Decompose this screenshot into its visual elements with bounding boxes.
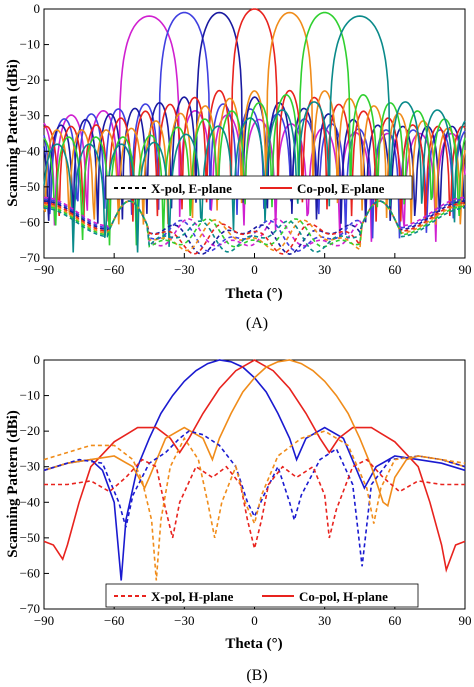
panel-b-y-tick-label: −50 xyxy=(20,530,40,545)
panel-b-y-tick-label: 0 xyxy=(34,352,41,367)
panel-b-y-tick-label: −40 xyxy=(20,494,40,509)
panel-b-legend: X-pol, H-plane Co-pol, H-plane xyxy=(105,583,419,608)
panel-b-y-tick-label: −70 xyxy=(20,601,40,616)
panel-a-x-tick-label: 60 xyxy=(388,262,401,277)
panel-b-chart: 0−10−20−30−40−50−60−70 −90 −60 −30 0 30 60 90 … xyxy=(5,352,472,684)
panel-b-xpol-series-1 xyxy=(43,430,466,567)
panel-a-xpol-beam-7 xyxy=(43,200,466,253)
panel-a-x-tick-label: −90 xyxy=(34,262,54,277)
panel-a-copol-beam-7 xyxy=(43,15,466,253)
panel-a-y-tick-label: −40 xyxy=(20,143,40,158)
panel-b-x-tick-label: 60 xyxy=(388,613,401,628)
panel-a-x-tick-label: 0 xyxy=(251,262,258,277)
panel-b-x-ticks: −90 −60 −30 0 30 60 90 xyxy=(34,604,472,628)
panel-b-x-tick-label: 0 xyxy=(251,613,258,628)
panel-a-x-tick-label: −30 xyxy=(174,262,194,277)
panel-b-y-tick-label: −30 xyxy=(20,459,40,474)
panel-b-series-group xyxy=(43,359,466,581)
panel-b-x-tick-label: −60 xyxy=(104,613,124,628)
panel-a-copol-beam-4 xyxy=(43,8,466,222)
panel-b-y-tick-label: −60 xyxy=(20,565,40,580)
panel-b-legend-xpol-label: X-pol, H-plane xyxy=(151,589,234,604)
panel-b-copol-series-2 xyxy=(43,359,466,573)
panel-a-y-tick-label: −20 xyxy=(20,72,40,87)
panel-b-copol-series-1 xyxy=(43,359,466,581)
panel-b-x-tick-label: 30 xyxy=(318,613,331,628)
panel-a-y-tick-label: 0 xyxy=(34,1,41,16)
panel-b-legend-copol-label: Co-pol, H-plane xyxy=(299,589,388,604)
panel-a-y-tick-label: −50 xyxy=(20,179,40,194)
panel-a-caption: (A) xyxy=(246,315,268,332)
panel-a-legend-copol-label: Co-pol, E-plane xyxy=(297,181,385,196)
panel-a-plot-frame xyxy=(43,8,466,259)
panel-a-y-tick-label: −60 xyxy=(20,214,40,229)
panel-b-x-tick-label: 90 xyxy=(459,613,472,628)
panel-a-legend-box xyxy=(105,175,413,200)
panel-b-y-tick-label: −10 xyxy=(20,388,40,403)
panel-b-x-axis-label: Theta (°) xyxy=(225,636,282,652)
panel-b-xpol-series-2 xyxy=(44,458,465,549)
panel-a-x-tick-label: 90 xyxy=(459,262,472,277)
panel-a-y-tick-label: −70 xyxy=(20,250,40,265)
panel-a-y-axis-label: Scanning Pattern (dBi) xyxy=(5,59,21,207)
panel-b-copol-series-3 xyxy=(43,359,466,508)
panel-b-y-ticks: 0 −10 −20 −30 −40 −50 −60 −70 xyxy=(20,352,49,616)
panel-a-y-ticks: 0 −10 −20 −30 −40 −50 −60 −70 xyxy=(20,1,49,265)
panel-a-x-ticks: −90 −60 −30 0 30 60 90 xyxy=(34,253,472,277)
panel-b-y-axis-label: Scanning Pattern (dBi) xyxy=(5,410,21,558)
panel-a-legend: X-pol, E-plane Co-pol, E-plane xyxy=(105,175,413,200)
panel-b-y-tick-label: −20 xyxy=(20,423,40,438)
panel-a-chart: 0−10−20−30−40−50−60−70 −90 −60 −30 0 30 60 90 … xyxy=(5,1,472,332)
panel-a-x-tick-label: 30 xyxy=(318,262,331,277)
panel-b-x-tick-label: −30 xyxy=(174,613,194,628)
panel-a-series-group xyxy=(43,8,466,256)
panel-b-caption: (B) xyxy=(246,667,267,684)
panel-a-y-tick-label: −10 xyxy=(20,37,40,52)
panel-a-copol-beam-3 xyxy=(43,11,466,224)
panel-a-copol-beam-5 xyxy=(43,11,466,225)
panel-a-x-tick-label: −60 xyxy=(104,262,124,277)
panel-a-legend-xpol-label: X-pol, E-plane xyxy=(151,181,232,196)
panel-a-x-axis-label: Theta (°) xyxy=(225,286,282,302)
panel-b-x-tick-label: −90 xyxy=(34,613,54,628)
panel-a-y-tick-label: −30 xyxy=(20,108,40,123)
panel-b-xpol-series-3 xyxy=(43,430,466,581)
panel-a-copol-beam-6 xyxy=(43,11,466,246)
